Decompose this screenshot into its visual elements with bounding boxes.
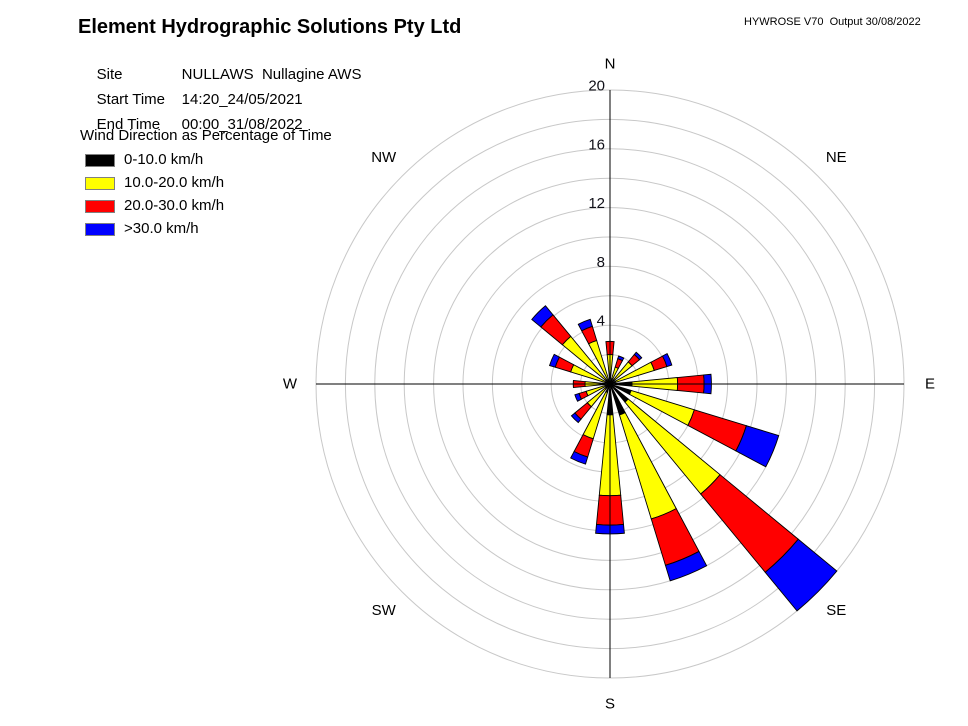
start-time-value: 14:20_24/05/2021 bbox=[181, 91, 303, 108]
compass-label-SW: SW bbox=[372, 602, 397, 619]
radial-tick-16: 16 bbox=[588, 136, 605, 153]
compass-label-N: N bbox=[605, 56, 616, 73]
site-label: Site bbox=[96, 66, 123, 83]
compass-label-NE: NE bbox=[826, 149, 847, 166]
end-time-row: End Time 00:00_31/08/2022 bbox=[80, 99, 303, 150]
legend-label: 10.0-20.0 km/h bbox=[124, 174, 225, 191]
version-output-stamp: HYWROSE V70 Output 30/08/2022 bbox=[744, 16, 921, 28]
radial-tick-12: 12 bbox=[588, 195, 605, 212]
radial-tick-20: 20 bbox=[588, 78, 605, 95]
end-time-value: 00:00_31/08/2022 bbox=[181, 116, 303, 133]
compass-label-NW: NW bbox=[371, 149, 397, 166]
legend-label: 0-10.0 km/h bbox=[124, 151, 204, 168]
legend-swatch-red-icon bbox=[85, 200, 115, 213]
rose-wedge-SW-0000ff bbox=[570, 412, 582, 424]
rose-wedge-WNW-0000ff bbox=[548, 353, 560, 368]
legend-swatch-yellow-icon bbox=[85, 177, 115, 190]
radial-tick-8: 8 bbox=[597, 254, 605, 271]
end-time-label: End Time bbox=[96, 116, 161, 133]
rose-wedge-NNW-0000ff bbox=[577, 318, 593, 332]
rose-wedge-SSE-0000ff bbox=[664, 550, 708, 582]
rose-wedge-WSW-0000ff bbox=[574, 392, 583, 402]
start-time-row: Start Time 14:20_24/05/2021 bbox=[80, 74, 303, 125]
rose-wedge-NE-0000ff bbox=[633, 351, 643, 361]
radial-tick-4: 4 bbox=[597, 313, 605, 330]
rose-wedge-ESE-ff0000 bbox=[687, 409, 747, 452]
rose-wedge-NNE-0000ff bbox=[617, 355, 625, 362]
rose-wedge-SSW-0000ff bbox=[570, 450, 589, 465]
rose-wedge-SE-0000ff bbox=[764, 538, 838, 612]
legend-label: 20.0-30.0 km/h bbox=[124, 197, 225, 214]
compass-label-SE: SE bbox=[826, 602, 846, 619]
legend-label: >30.0 km/h bbox=[124, 220, 199, 237]
legend-swatch-black-icon bbox=[85, 154, 115, 167]
rose-wedge-ENE-0000ff bbox=[661, 353, 673, 368]
site-row: Site NULLAWS Nullagine AWS bbox=[80, 49, 362, 100]
rose-wedge-NW-0000ff bbox=[531, 305, 554, 328]
site-value: NULLAWS Nullagine AWS bbox=[181, 66, 362, 83]
compass-label-S: S bbox=[605, 696, 615, 713]
rose-wedge-ESE-0000ff bbox=[735, 425, 780, 468]
page-title: Element Hydrographic Solutions Pty Ltd bbox=[78, 16, 462, 38]
legend-swatch-blue-icon bbox=[85, 223, 115, 236]
compass-label-W: W bbox=[283, 376, 298, 393]
compass-label-E: E bbox=[925, 376, 935, 393]
chart-subtitle: Wind Direction as Percentage of Time bbox=[80, 127, 332, 144]
start-time-label: Start Time bbox=[96, 91, 166, 108]
